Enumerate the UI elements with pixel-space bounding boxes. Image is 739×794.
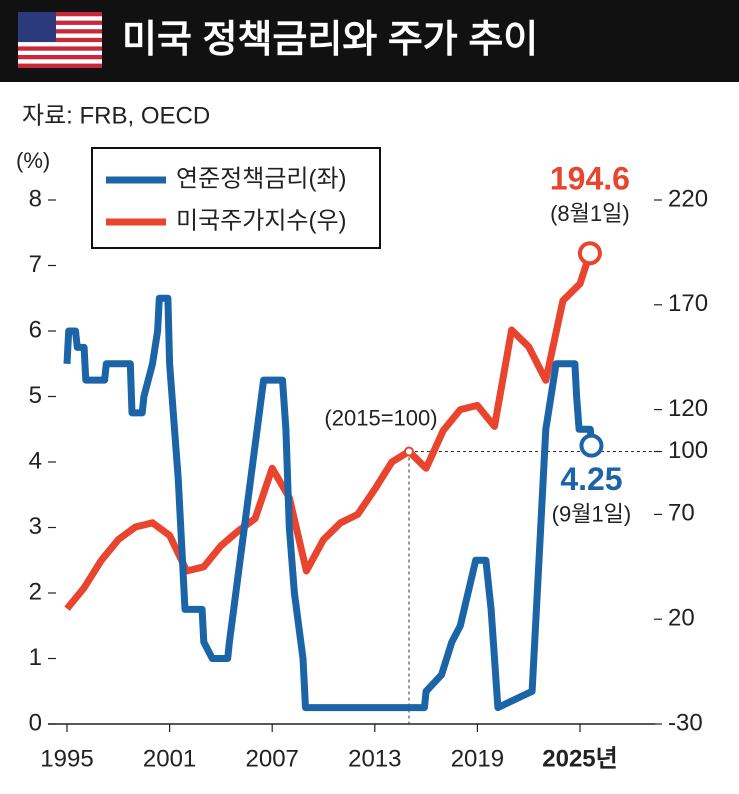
series-line bbox=[64, 252, 594, 611]
annotation-date: (9월1일) bbox=[552, 501, 632, 526]
legend-label: 미국주가지수(우) bbox=[176, 207, 347, 234]
y2-tick-label: -30 bbox=[668, 709, 703, 736]
y-axis-label: (%) bbox=[16, 148, 50, 173]
x-tick-label: 2013 bbox=[348, 745, 401, 772]
end-marker bbox=[579, 433, 604, 458]
annotation-value: 4.25 bbox=[560, 461, 622, 497]
y-tick-label: 7 bbox=[29, 251, 42, 278]
flag bbox=[18, 12, 102, 68]
x-tick-label: 2025년 bbox=[542, 745, 617, 772]
y-tick-label: 4 bbox=[29, 447, 42, 474]
legend-label: 연준정책금리(좌) bbox=[176, 165, 347, 192]
source: 자료: FRB, OECD bbox=[22, 102, 210, 129]
y-tick-label: 1 bbox=[29, 644, 42, 671]
base-label: (2015=100) bbox=[324, 405, 437, 430]
y-tick-label: 6 bbox=[29, 316, 42, 343]
x-tick-label: 2007 bbox=[246, 745, 299, 772]
y2-tick-label: 120 bbox=[668, 395, 708, 422]
legend-box bbox=[91, 147, 381, 249]
x-tick-label: 1995 bbox=[40, 745, 93, 772]
annotation-value: 194.6 bbox=[550, 161, 630, 197]
x-tick-label: 2019 bbox=[451, 745, 504, 772]
y-tick-label: 8 bbox=[29, 185, 42, 212]
annotation-date: (8월1일) bbox=[550, 201, 630, 226]
chart-title: 미국 정책금리와 주가 추이 bbox=[122, 19, 538, 61]
series-line bbox=[63, 294, 595, 712]
y-tick-label: 0 bbox=[29, 709, 42, 736]
end-marker bbox=[577, 241, 602, 266]
y2-tick-label: 170 bbox=[668, 290, 708, 317]
y2-tick-label: 220 bbox=[668, 185, 708, 212]
y-tick-label: 2 bbox=[29, 578, 42, 605]
y2-tick-label: 70 bbox=[668, 500, 695, 527]
y2-tick-label: 20 bbox=[668, 605, 695, 632]
x-tick-label: 2001 bbox=[143, 745, 196, 772]
y-tick-label: 3 bbox=[29, 513, 42, 540]
y2-tick-label: 100 bbox=[668, 437, 708, 464]
base-dot bbox=[404, 446, 414, 457]
y-tick-label: 5 bbox=[29, 382, 42, 409]
header-bar bbox=[0, 0, 739, 82]
